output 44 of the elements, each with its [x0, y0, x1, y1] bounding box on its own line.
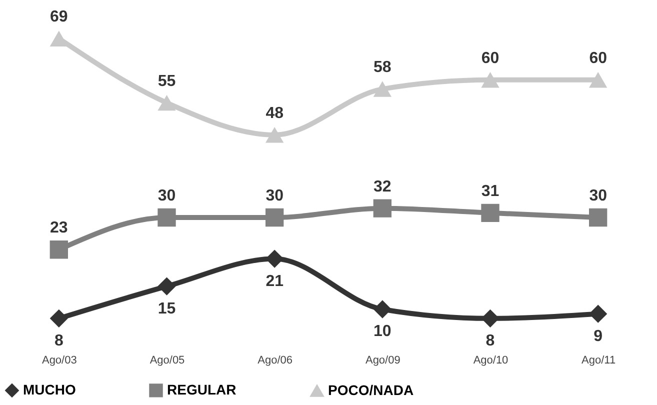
legend-label: POCO/NADA: [328, 382, 414, 398]
x-tick-label: Ago/09: [365, 354, 400, 366]
data-label: 60: [481, 50, 500, 67]
data-label: 8: [54, 332, 64, 350]
point: [158, 208, 176, 227]
point: [158, 94, 176, 111]
data-label: 30: [266, 187, 284, 204]
data-label: 30: [158, 187, 176, 204]
data-label: 55: [158, 72, 176, 90]
point: [50, 240, 68, 259]
point: [373, 300, 392, 318]
point: [50, 30, 68, 46]
data-label: 69: [50, 8, 68, 26]
data-label: 15: [158, 300, 176, 318]
data-label: 58: [374, 59, 392, 76]
legend-label: REGULAR: [167, 381, 236, 398]
point: [266, 127, 284, 143]
point: [373, 199, 392, 218]
point: [158, 277, 176, 296]
data-label: 10: [374, 323, 392, 340]
data-label: 9: [594, 328, 603, 345]
data-label: 21: [266, 272, 284, 290]
point: [50, 309, 68, 328]
data-label: 23: [50, 220, 68, 237]
data-label: 32: [374, 178, 392, 196]
x-tick-label: Ago/10: [473, 354, 508, 366]
point: [266, 208, 284, 227]
point: [481, 72, 500, 88]
x-tick-label: Ago/05: [150, 354, 185, 366]
point: [589, 72, 608, 88]
point: [373, 81, 392, 97]
x-tick-label: Ago/06: [258, 354, 293, 366]
point: [481, 204, 500, 222]
data-label: 30: [589, 187, 608, 204]
legend-label: MUCHO: [23, 381, 76, 398]
x-tick-label: Ago/11: [582, 354, 616, 366]
x-tick-label: Ago/03: [42, 354, 77, 366]
point: [266, 250, 284, 268]
point: [589, 304, 608, 323]
data-label: 31: [481, 182, 500, 200]
data-label: 60: [589, 50, 608, 67]
data-label: 8: [486, 332, 495, 350]
point: [589, 208, 608, 227]
data-label: 48: [266, 104, 284, 122]
